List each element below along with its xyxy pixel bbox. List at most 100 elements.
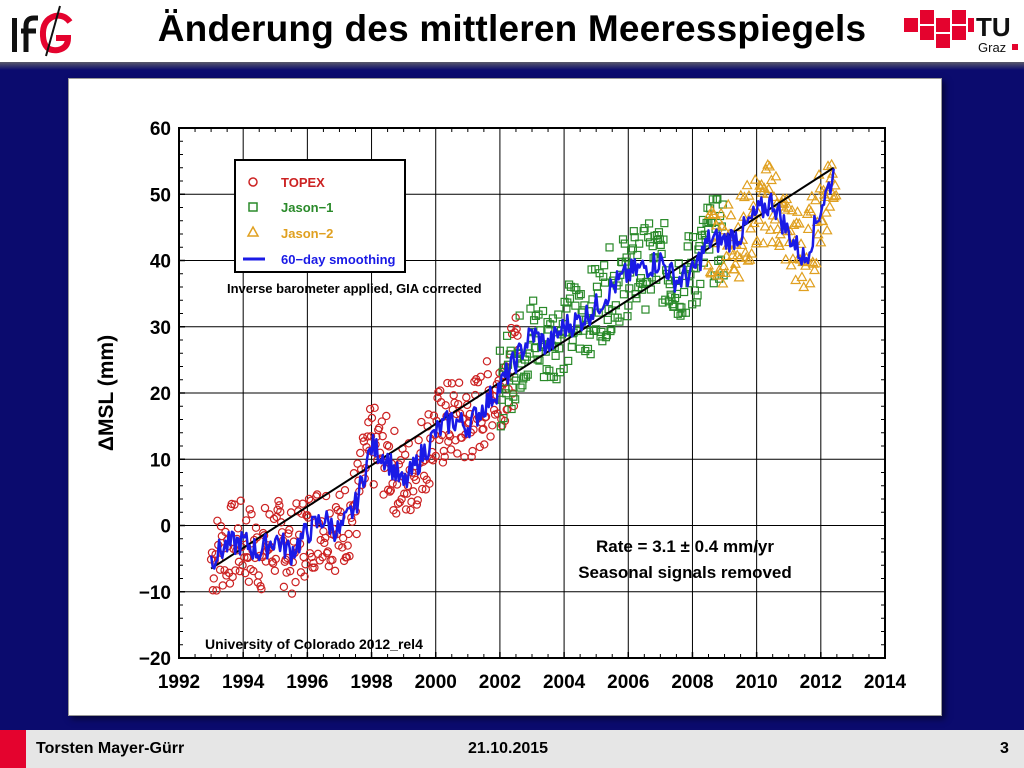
jason2-point	[806, 190, 818, 201]
jason1-point	[515, 311, 524, 320]
topex-point	[254, 571, 263, 580]
jason1-point	[690, 286, 699, 295]
jason1-point	[544, 325, 553, 334]
jason1-point	[571, 301, 580, 310]
topex-point	[480, 440, 489, 449]
jason2-point	[751, 235, 763, 245]
jason2-point	[748, 217, 760, 228]
topex-point	[298, 499, 307, 508]
jason1-point	[683, 242, 692, 251]
jason1-point	[633, 250, 642, 260]
jason1-point	[644, 219, 654, 228]
y-tick-label: 0	[160, 517, 171, 538]
jason2-point	[705, 267, 717, 278]
topex-point	[396, 456, 405, 465]
jason2-point	[769, 213, 781, 224]
topex-point	[291, 577, 300, 587]
slide-title: Änderung des mittleren Meeresspiegels	[157, 8, 867, 49]
jason1-point	[620, 239, 629, 248]
topex-point	[251, 523, 261, 532]
topex-point	[500, 416, 510, 426]
jason2-point	[744, 253, 756, 264]
x-tick-label: 2006	[607, 672, 649, 693]
jason2-point	[753, 214, 765, 224]
topex-point	[369, 480, 378, 489]
y-tick-label: −20	[139, 649, 171, 670]
jason2-point	[708, 208, 720, 219]
topex-point	[438, 458, 448, 467]
x-tick-label: 1998	[350, 672, 392, 693]
slide-footer: Torsten Mayer-Gürr 21.10.2015 3	[0, 730, 1024, 768]
jason2-point	[830, 189, 842, 200]
jason2-point	[805, 205, 817, 216]
jason2-point	[809, 194, 821, 205]
jason2-point	[786, 204, 798, 215]
jason1-point	[692, 298, 701, 307]
topex-point	[431, 451, 440, 461]
jason2-point	[702, 259, 715, 270]
y-tick-label: 40	[150, 252, 171, 273]
topex-point	[270, 566, 280, 575]
jason1-point	[601, 333, 611, 342]
legend-marker-jason1	[248, 202, 258, 212]
topex-point	[385, 487, 395, 496]
topex-point	[414, 435, 423, 445]
jason2-point	[720, 267, 732, 278]
jason1-point	[554, 310, 563, 319]
topex-point	[352, 529, 361, 539]
jason1-point	[586, 350, 595, 359]
jason1-point	[659, 235, 668, 244]
jason2-point	[804, 277, 816, 288]
topex-point	[244, 577, 254, 586]
topex-point	[513, 331, 522, 340]
jason1-point	[640, 224, 649, 233]
chart-frame: 1992 1994 1996 1998 2000 2002 2004 2006 2008 2010…	[68, 78, 942, 716]
jason1-point	[511, 395, 520, 404]
jason1-point	[658, 298, 667, 307]
topex-point	[453, 399, 463, 409]
jason2-point	[760, 163, 772, 174]
ifg-logo	[12, 5, 73, 57]
topex-point	[465, 409, 475, 419]
jason2-point	[829, 179, 841, 190]
x-tick-label: 2008	[671, 672, 713, 693]
topex-point	[436, 386, 445, 395]
topex-point	[304, 494, 314, 504]
topex-point	[209, 574, 218, 583]
chart-lines	[209, 166, 835, 570]
topex-point	[443, 378, 452, 388]
topex-point	[345, 551, 354, 561]
jason1-point	[574, 291, 584, 300]
topex-point	[323, 547, 333, 556]
topex-point	[231, 566, 240, 575]
topex-point	[285, 566, 295, 576]
topex-point	[273, 505, 282, 514]
jason2-point	[715, 207, 727, 218]
jason2-point	[795, 238, 807, 248]
topex-point	[284, 529, 293, 538]
jason1-point	[599, 272, 608, 282]
x-tick-label: 2012	[800, 672, 842, 693]
jason1-point	[565, 294, 575, 303]
jason2-point	[712, 214, 724, 225]
topex-point	[260, 503, 270, 513]
jason1-point	[625, 284, 634, 293]
topex-point	[245, 505, 254, 514]
topex-point	[367, 413, 377, 423]
jason1-point	[635, 239, 644, 248]
jason1-point	[693, 291, 702, 300]
jason1-point	[688, 300, 697, 309]
topex-point	[483, 370, 493, 379]
jason1-point	[677, 303, 686, 312]
jason1-point	[623, 312, 632, 321]
jason1-point	[591, 264, 600, 274]
jason1-point	[684, 232, 693, 241]
topex-point	[450, 398, 459, 407]
footer-author: Torsten Mayer-Gürr	[36, 740, 185, 757]
legend-box	[234, 159, 406, 273]
x-tick-label: 2002	[479, 672, 521, 693]
jason2-point	[742, 254, 754, 265]
y-tick-label: 30	[150, 318, 171, 339]
y-tick-label: 60	[150, 119, 171, 140]
topex-point	[383, 441, 392, 450]
